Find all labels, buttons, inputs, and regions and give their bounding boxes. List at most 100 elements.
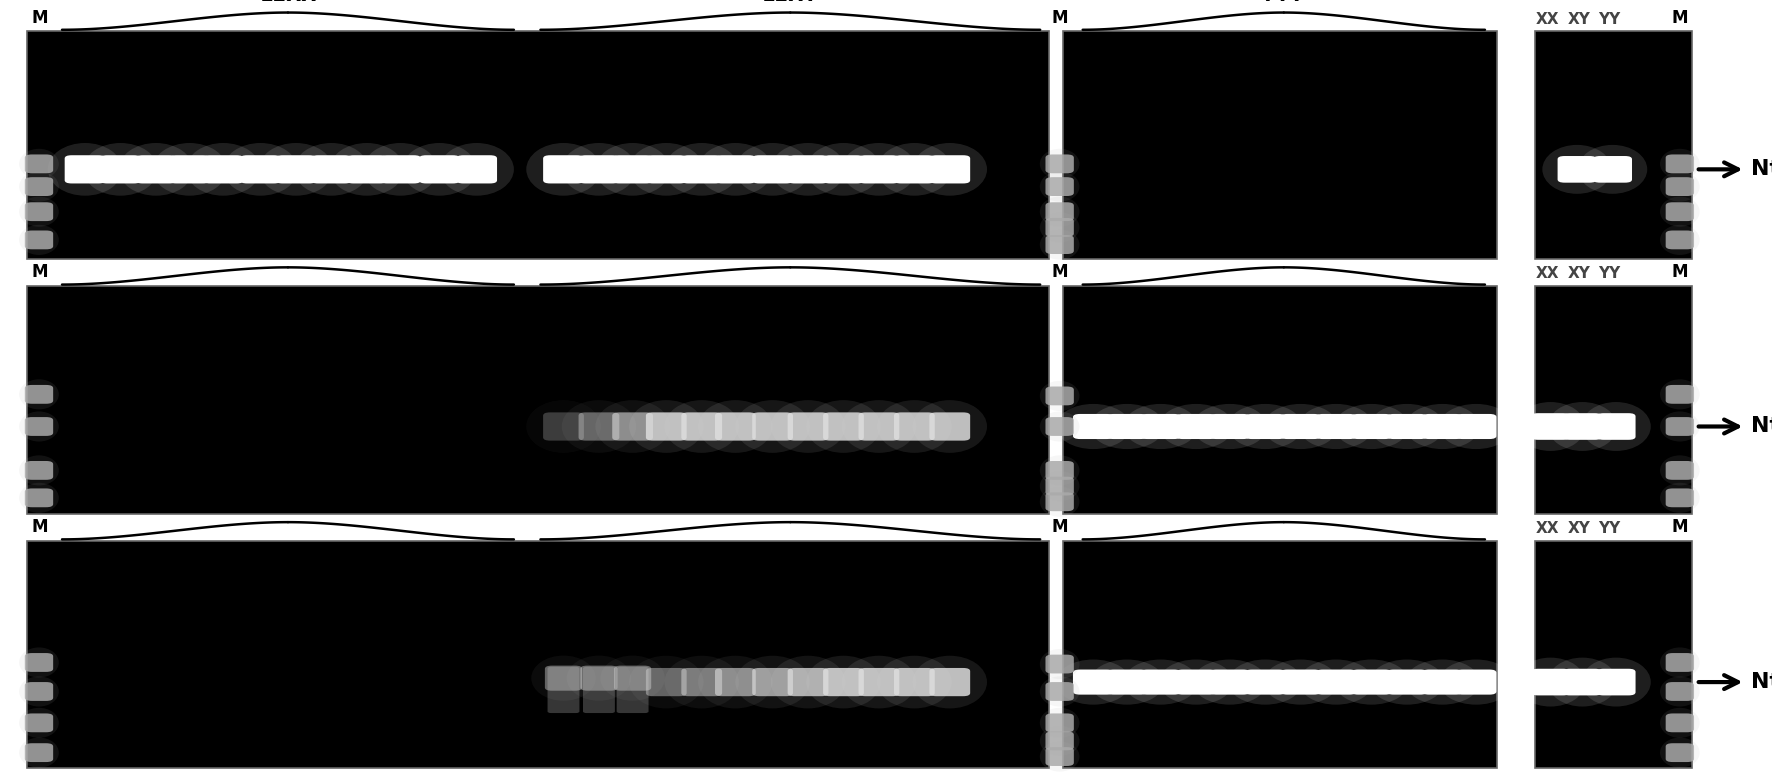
FancyBboxPatch shape	[1045, 713, 1074, 732]
FancyBboxPatch shape	[1045, 461, 1074, 480]
FancyBboxPatch shape	[25, 488, 53, 507]
FancyBboxPatch shape	[1666, 682, 1694, 701]
Ellipse shape	[19, 677, 58, 706]
FancyBboxPatch shape	[1666, 154, 1694, 173]
FancyBboxPatch shape	[168, 155, 209, 183]
FancyBboxPatch shape	[645, 155, 686, 183]
Ellipse shape	[1263, 404, 1338, 449]
FancyBboxPatch shape	[27, 286, 1049, 514]
FancyBboxPatch shape	[544, 666, 581, 691]
Ellipse shape	[877, 655, 952, 709]
FancyBboxPatch shape	[1106, 414, 1148, 439]
FancyBboxPatch shape	[1045, 387, 1074, 405]
FancyBboxPatch shape	[751, 668, 792, 696]
Ellipse shape	[913, 655, 987, 709]
Ellipse shape	[1660, 149, 1699, 179]
FancyBboxPatch shape	[613, 666, 652, 691]
Text: YY: YY	[1598, 521, 1620, 536]
Ellipse shape	[1056, 659, 1131, 705]
FancyBboxPatch shape	[1666, 461, 1694, 480]
FancyBboxPatch shape	[1386, 670, 1428, 695]
FancyBboxPatch shape	[25, 461, 53, 480]
Ellipse shape	[1159, 659, 1233, 705]
Ellipse shape	[1547, 402, 1618, 451]
FancyBboxPatch shape	[1045, 477, 1074, 495]
FancyBboxPatch shape	[1045, 492, 1074, 511]
Ellipse shape	[1299, 659, 1373, 705]
Ellipse shape	[1547, 658, 1618, 706]
Ellipse shape	[1660, 738, 1699, 768]
FancyBboxPatch shape	[583, 666, 615, 713]
FancyBboxPatch shape	[714, 668, 755, 696]
Ellipse shape	[1090, 404, 1164, 449]
Ellipse shape	[19, 412, 58, 441]
Ellipse shape	[877, 400, 952, 453]
FancyBboxPatch shape	[548, 666, 579, 713]
FancyBboxPatch shape	[1386, 414, 1428, 439]
FancyBboxPatch shape	[275, 155, 315, 183]
Ellipse shape	[294, 143, 369, 196]
FancyBboxPatch shape	[1457, 414, 1496, 439]
FancyBboxPatch shape	[1141, 670, 1182, 695]
FancyBboxPatch shape	[680, 668, 723, 696]
FancyBboxPatch shape	[895, 412, 936, 441]
FancyBboxPatch shape	[1535, 286, 1692, 514]
Ellipse shape	[19, 456, 58, 485]
FancyBboxPatch shape	[1074, 670, 1113, 695]
FancyBboxPatch shape	[1597, 413, 1636, 440]
FancyBboxPatch shape	[25, 154, 53, 173]
Text: M: M	[1671, 9, 1689, 27]
FancyBboxPatch shape	[1666, 653, 1694, 672]
FancyBboxPatch shape	[1074, 414, 1113, 439]
Ellipse shape	[806, 400, 881, 453]
FancyBboxPatch shape	[929, 668, 971, 696]
Ellipse shape	[1542, 145, 1613, 194]
Ellipse shape	[1515, 658, 1586, 706]
FancyBboxPatch shape	[1244, 414, 1285, 439]
FancyBboxPatch shape	[379, 155, 420, 183]
FancyBboxPatch shape	[1421, 670, 1464, 695]
FancyBboxPatch shape	[25, 202, 53, 221]
Text: M: M	[1051, 263, 1069, 281]
Ellipse shape	[595, 400, 670, 453]
Text: M: M	[1671, 518, 1689, 536]
Ellipse shape	[1660, 197, 1699, 227]
FancyBboxPatch shape	[1666, 743, 1694, 762]
Ellipse shape	[330, 143, 404, 196]
FancyBboxPatch shape	[1279, 670, 1320, 695]
Ellipse shape	[1439, 404, 1513, 449]
Ellipse shape	[1660, 225, 1699, 255]
Ellipse shape	[806, 655, 881, 709]
FancyBboxPatch shape	[751, 412, 792, 441]
Ellipse shape	[1660, 483, 1699, 513]
Ellipse shape	[664, 655, 739, 709]
Ellipse shape	[1040, 708, 1079, 738]
Ellipse shape	[532, 655, 595, 701]
FancyBboxPatch shape	[1177, 414, 1217, 439]
Ellipse shape	[913, 400, 987, 453]
FancyBboxPatch shape	[858, 412, 898, 441]
Ellipse shape	[363, 143, 438, 196]
FancyBboxPatch shape	[578, 412, 620, 441]
Ellipse shape	[629, 400, 703, 453]
Ellipse shape	[1040, 172, 1079, 201]
FancyBboxPatch shape	[1531, 669, 1570, 695]
FancyBboxPatch shape	[1535, 541, 1692, 768]
Ellipse shape	[1040, 456, 1079, 485]
FancyBboxPatch shape	[1045, 218, 1074, 237]
FancyBboxPatch shape	[1045, 655, 1074, 673]
Ellipse shape	[1515, 402, 1586, 451]
Text: 12XX: 12XX	[259, 0, 317, 5]
Text: 12XY: 12XY	[762, 0, 819, 5]
FancyBboxPatch shape	[1666, 417, 1694, 436]
FancyBboxPatch shape	[1666, 488, 1694, 507]
Ellipse shape	[735, 400, 810, 453]
Ellipse shape	[595, 143, 670, 196]
FancyBboxPatch shape	[1106, 670, 1148, 695]
Text: 7YY: 7YY	[1263, 495, 1304, 514]
FancyBboxPatch shape	[542, 412, 583, 441]
Ellipse shape	[1405, 659, 1480, 705]
Ellipse shape	[664, 400, 739, 453]
Ellipse shape	[1159, 404, 1233, 449]
Ellipse shape	[1370, 659, 1444, 705]
